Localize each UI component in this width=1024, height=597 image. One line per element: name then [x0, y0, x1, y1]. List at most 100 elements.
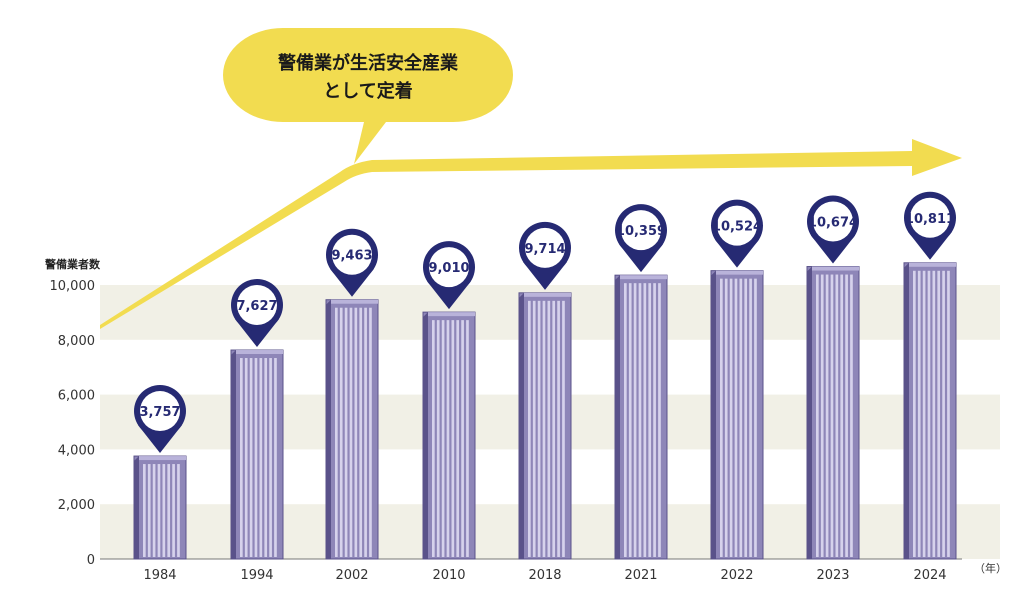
bar-window: [816, 274, 819, 557]
bar-top: [524, 292, 571, 297]
value-pin: 10,674: [807, 195, 859, 264]
data-label: 10,359: [616, 224, 666, 239]
bar-group: 10,811: [903, 191, 957, 560]
bar-window: [254, 358, 258, 557]
pin-face: [717, 205, 757, 246]
bar-window: [157, 464, 161, 557]
data-label: 9,463: [331, 249, 372, 264]
x-tick-label: 1994: [240, 568, 273, 583]
bar-window: [624, 283, 627, 557]
bar-window: [167, 464, 171, 557]
bar-window: [335, 307, 338, 557]
value-pin: 10,524: [711, 199, 763, 268]
bar-window: [552, 300, 556, 557]
value-pin: 9,463: [326, 228, 378, 297]
data-label: 3,757: [139, 405, 180, 420]
bar-side: [807, 266, 812, 559]
x-tick-label: 2024: [913, 568, 946, 583]
bar-window: [754, 278, 757, 557]
pin-face: [237, 285, 277, 326]
x-tick-label: 1984: [143, 568, 176, 583]
bar-window: [364, 307, 367, 557]
bar-window: [259, 358, 263, 557]
pin-face: [910, 197, 950, 238]
bar-window: [537, 300, 541, 557]
trend-arrow: [100, 139, 962, 329]
pin-face: [525, 227, 565, 268]
value-pin: 10,359: [615, 204, 667, 273]
bar-window: [932, 270, 936, 557]
bar-window: [724, 278, 728, 557]
value-pin: 3,757: [134, 385, 186, 454]
data-label: 7,627: [236, 299, 277, 314]
trend-arrow-shape: [100, 139, 962, 329]
bar-window: [658, 283, 661, 557]
x-tick-label: 2023: [816, 568, 849, 583]
x-axis-unit: （年）: [974, 561, 1007, 575]
bar-window: [147, 464, 151, 557]
data-label: 10,674: [808, 216, 858, 231]
bar-window: [653, 283, 656, 557]
bar-window: [638, 283, 642, 557]
bar-side: [615, 275, 620, 559]
speech-bubble: [223, 28, 513, 164]
y-tick-label: 2,000: [58, 498, 95, 513]
bars: 3,757 7,627 9,463 9,010 9,714 10,359 10,524 10,…: [133, 191, 957, 560]
pin-face: [140, 391, 180, 432]
bar-window: [359, 307, 363, 557]
y-tick-label: 4,000: [58, 443, 95, 458]
pin-face: [813, 201, 853, 242]
y-tick-label: 10,000: [50, 279, 96, 294]
y-axis: 警備業者数 0 2,000 4,000 6,000 8,000 10,000: [44, 257, 101, 568]
bar-window: [451, 320, 455, 557]
bar-top: [812, 266, 859, 271]
bar-window: [835, 274, 839, 557]
bar-window: [436, 320, 440, 557]
bar-top: [428, 312, 475, 317]
bar-group: 7,627: [230, 279, 284, 560]
bar-window: [845, 274, 848, 557]
bar-side: [134, 456, 139, 559]
pin-face: [332, 234, 372, 275]
bar-window: [947, 270, 950, 557]
bar-group: 10,524: [710, 199, 764, 560]
value-pin: 9,714: [519, 221, 571, 290]
bar-window: [922, 270, 926, 557]
bar-window: [344, 307, 348, 557]
bar-top: [909, 262, 956, 267]
bar-window: [542, 300, 546, 557]
bar-window: [432, 320, 435, 557]
bar-window: [274, 358, 277, 557]
bar-window: [461, 320, 464, 557]
bar-window: [547, 300, 551, 557]
x-tick-label: 2022: [720, 568, 753, 583]
bar-side: [519, 292, 524, 559]
bar-window: [177, 464, 180, 557]
bar-side: [326, 299, 331, 559]
bar-window: [152, 464, 156, 557]
bar-window: [628, 283, 632, 557]
bar-top: [139, 456, 186, 461]
bar-top: [716, 270, 763, 275]
y-tick-label: 6,000: [58, 389, 95, 404]
value-pin: 9,010: [423, 241, 475, 310]
bar-window: [739, 278, 743, 557]
bar-side: [904, 262, 909, 559]
y-axis-label: 警備業者数: [44, 257, 101, 271]
y-tick-label: 0: [87, 553, 95, 568]
bar-window: [927, 270, 931, 557]
bar-window: [830, 274, 834, 557]
bar-window: [840, 274, 844, 557]
x-axis-ticks: 1984 1994 2002 2010 2018 2021 2022 2023 2024: [143, 568, 946, 583]
bar-window: [937, 270, 941, 557]
bar-window: [369, 307, 372, 557]
bar-window: [244, 358, 248, 557]
bar-window: [143, 464, 146, 557]
bar-window: [162, 464, 166, 557]
bar-window: [354, 307, 358, 557]
bar-top: [620, 275, 667, 280]
bar-window: [913, 270, 916, 557]
data-label: 9,714: [524, 242, 565, 257]
bar-window: [528, 300, 531, 557]
